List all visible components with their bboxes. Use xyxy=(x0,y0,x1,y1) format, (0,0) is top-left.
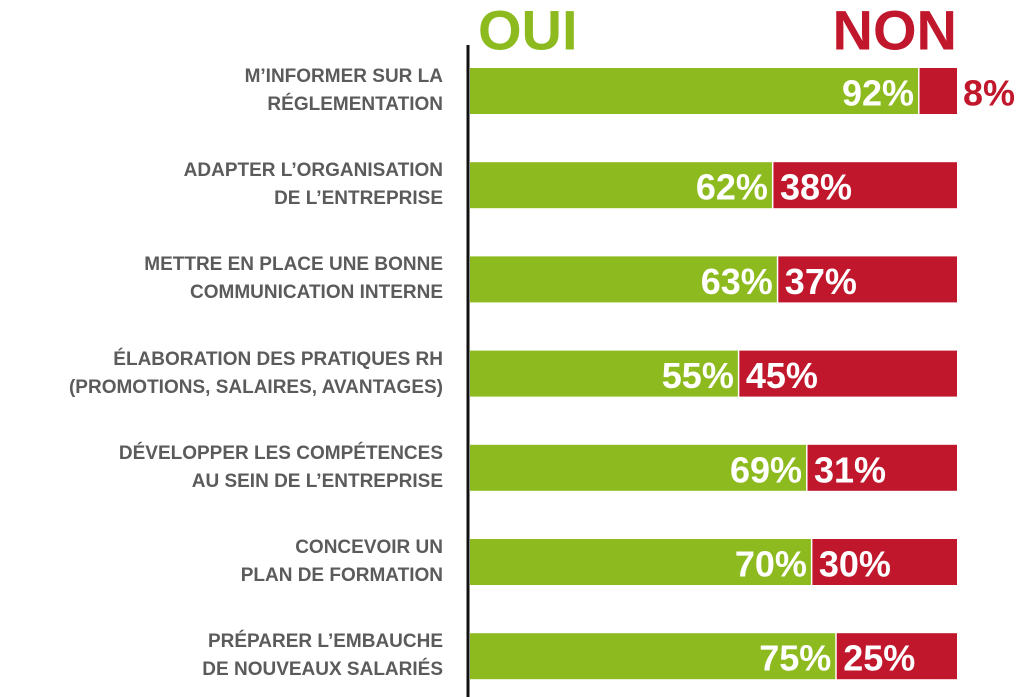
bar-segment xyxy=(919,68,957,114)
value-label: 63% xyxy=(701,261,773,302)
value-label: 38% xyxy=(780,167,852,208)
category-label: ÉLABORATION DES PRATIQUES RH (PROMOTIONS… xyxy=(68,348,443,398)
bar-segment xyxy=(470,256,777,303)
category-label: CONCEVOIR UN PLAN DE FORMATION xyxy=(240,537,443,586)
legend-label: OUI xyxy=(478,0,578,62)
value-label: 69% xyxy=(730,449,802,490)
value-label: 92% xyxy=(842,73,914,114)
value-label: 75% xyxy=(759,638,831,679)
legend-label: NON xyxy=(833,0,957,62)
value-label: 8% xyxy=(963,73,1015,114)
bar-segment xyxy=(470,350,738,397)
category-label: ADAPTER L’ORGANISATION DE L’ENTREPRISE xyxy=(183,160,443,210)
category-label: METTRE EN PLACE UNE BONNE COMMUNICATION … xyxy=(144,254,443,304)
bar-segment xyxy=(470,539,811,585)
category-label: DÉVELOPPER LES COMPÉTENCES AU SEIN DE L’… xyxy=(118,442,443,492)
value-label: 37% xyxy=(785,261,857,302)
bar-segment xyxy=(836,633,957,680)
bar-segment xyxy=(773,162,957,209)
bar-segment xyxy=(778,256,957,303)
value-label: 55% xyxy=(662,355,734,396)
category-label: M’INFORMER SUR LA RÉGLEMENTATION xyxy=(244,66,443,115)
bar-segment xyxy=(470,633,836,680)
value-label: 70% xyxy=(735,544,807,585)
bar-segment xyxy=(470,162,772,209)
bar-segment xyxy=(470,444,807,491)
value-label: 30% xyxy=(819,544,891,585)
value-label: 45% xyxy=(746,355,818,396)
bar-segment xyxy=(812,539,957,585)
value-label: 25% xyxy=(843,638,915,679)
value-label: 62% xyxy=(696,167,768,208)
category-label: PRÉPARER L’EMBAUCHE DE NOUVEAUX SALARIÉS xyxy=(202,631,443,681)
bar-segment xyxy=(739,350,957,397)
bar-segment xyxy=(470,68,919,114)
value-label: 31% xyxy=(814,449,886,490)
bar-segment xyxy=(807,444,957,491)
